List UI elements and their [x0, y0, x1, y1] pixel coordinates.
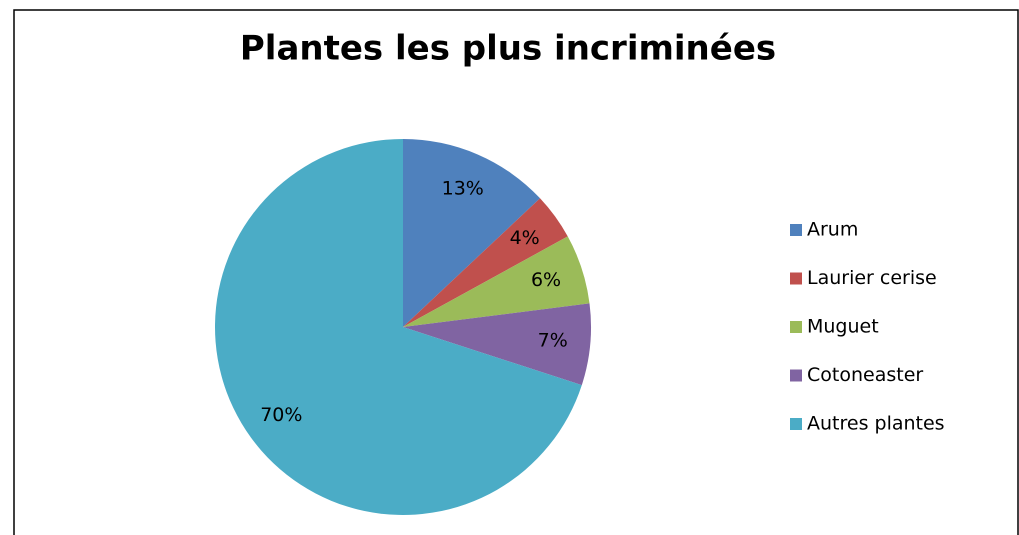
legend-swatch	[790, 321, 802, 333]
pie-slice	[403, 236, 590, 327]
data-label: 4%	[510, 227, 540, 249]
pie-slice	[403, 303, 591, 386]
legend-label: Arum	[807, 219, 858, 241]
pie-slice	[403, 198, 568, 327]
legend-swatch	[790, 272, 802, 285]
data-label: 6%	[531, 269, 561, 291]
pie-slice	[215, 139, 582, 515]
legend-label: Laurier cerise	[807, 267, 937, 289]
legend-swatch	[790, 224, 802, 236]
legend-label: Muguet	[807, 316, 879, 338]
data-label: 7%	[538, 330, 568, 352]
chart-title: Plantes les plus incriminées	[240, 29, 776, 69]
data-label: 70%	[260, 404, 302, 426]
legend-swatch	[790, 418, 802, 430]
legend-swatch	[790, 369, 802, 382]
data-label: 13%	[442, 177, 484, 199]
legend-label: Cotoneaster	[807, 364, 923, 386]
legend-label: Autres plantes	[807, 413, 945, 435]
pie-slice	[403, 139, 541, 327]
